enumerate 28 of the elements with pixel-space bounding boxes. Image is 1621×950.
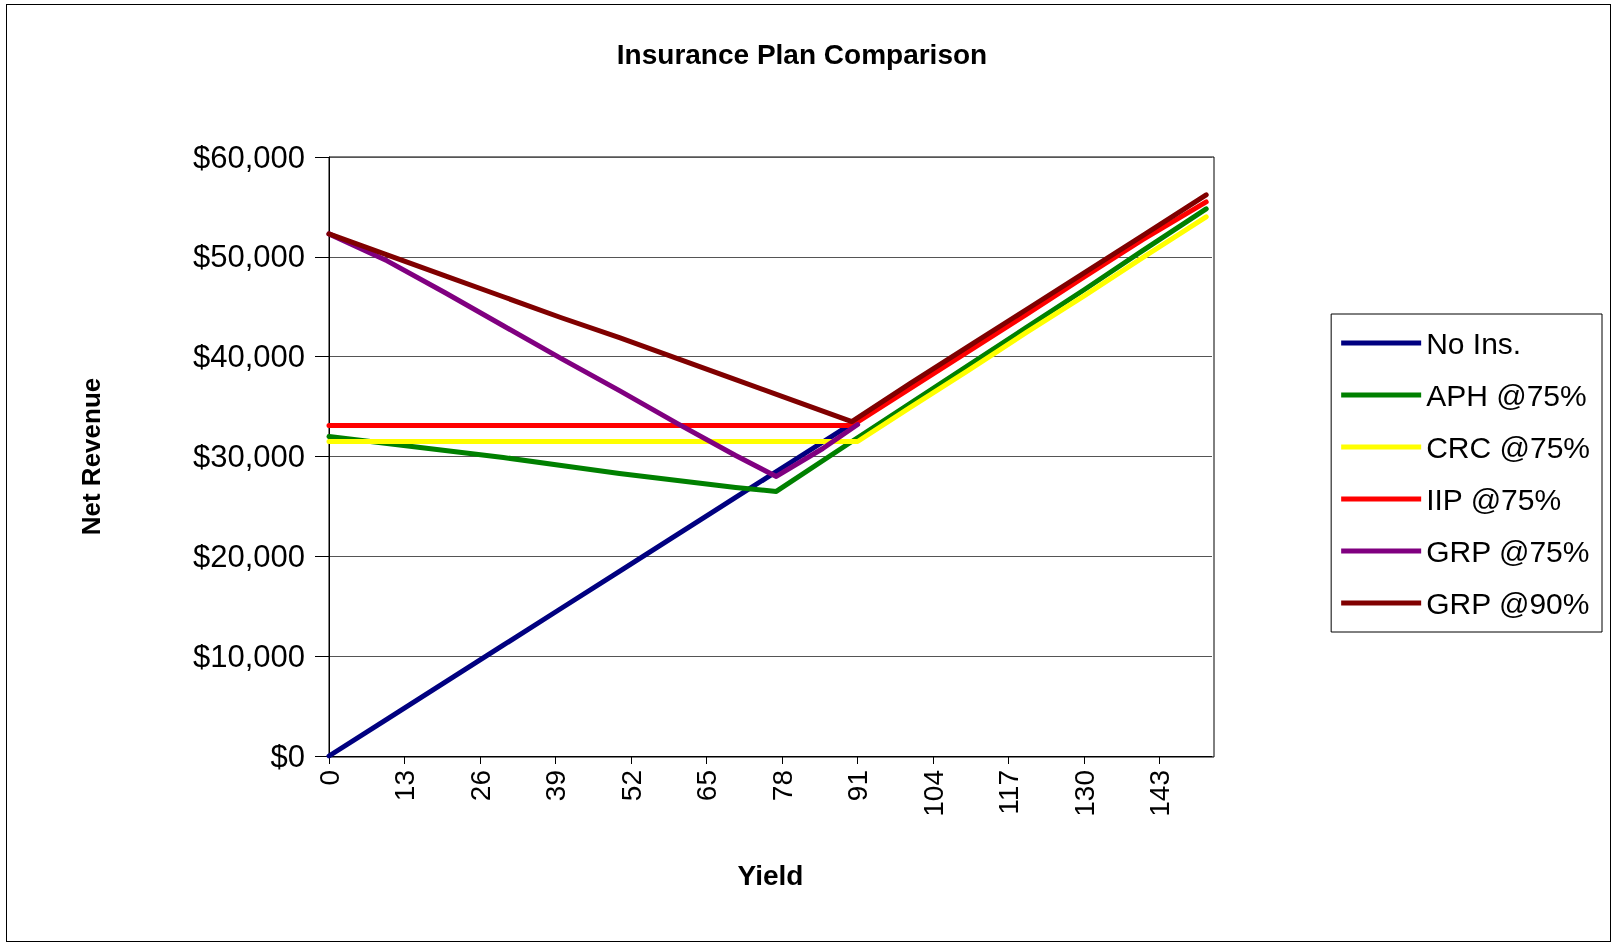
- x-tick-label: 65: [691, 770, 723, 802]
- y-tick-label: $40,000: [192, 339, 305, 375]
- x-tick-label: 91: [842, 770, 874, 802]
- x-tick-label: 130: [1068, 770, 1100, 817]
- y-tick-label: $50,000: [192, 239, 305, 275]
- legend-label: APH @75%: [1426, 378, 1587, 412]
- chart-title: Insurance Plan Comparison: [616, 38, 988, 70]
- x-tick-label: 39: [540, 770, 572, 802]
- x-tick-label: 117: [993, 770, 1025, 815]
- x-tick-label: 143: [1144, 770, 1176, 817]
- y-tick-label: $0: [270, 738, 305, 774]
- y-tick-label: $10,000: [192, 638, 305, 674]
- legend-label: GRP @90%: [1426, 586, 1590, 620]
- x-tick-label: 26: [464, 770, 496, 802]
- x-axis-title: Yield: [737, 859, 804, 891]
- y-axis-title: Net Revenue: [76, 377, 106, 536]
- x-tick-label: 0: [313, 770, 345, 786]
- x-tick-label: 13: [389, 770, 421, 802]
- x-tick-label: 78: [766, 770, 798, 802]
- y-tick-label: $20,000: [192, 538, 305, 574]
- x-tick-label: 104: [917, 770, 949, 817]
- y-tick-label: $60,000: [192, 139, 305, 175]
- legend-label: GRP @75%: [1426, 534, 1590, 568]
- legend-label: No Ins.: [1426, 326, 1522, 360]
- x-tick-label: 52: [615, 770, 647, 802]
- legend-label: IIP @75%: [1426, 482, 1562, 516]
- legend-label: CRC @75%: [1426, 430, 1590, 464]
- y-tick-label: $30,000: [192, 439, 305, 474]
